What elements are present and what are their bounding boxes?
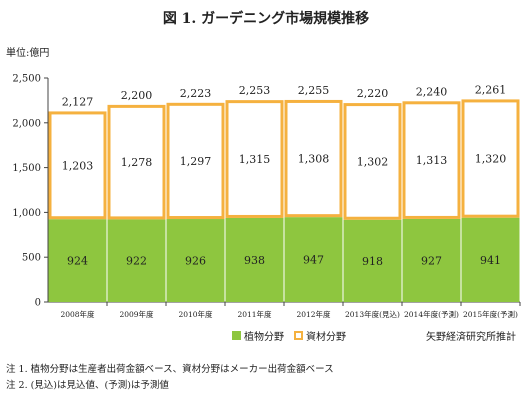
legend-item-materials: 資材分野 — [294, 328, 346, 343]
bar-materials — [107, 104, 166, 220]
value-label-materials: 1,278 — [121, 156, 153, 169]
bar-materials — [225, 100, 284, 218]
x-tick-label: 2010年度 — [178, 309, 213, 319]
bar-plants — [402, 218, 461, 302]
value-label-plants: 941 — [480, 254, 501, 267]
note-2: 注 2. (見込)は見込値、(予測)は予測値 — [6, 380, 169, 391]
y-tick-label: 500 — [22, 253, 41, 264]
bar-plants — [225, 217, 284, 302]
value-label-plants: 947 — [303, 254, 324, 267]
value-label-plants: 926 — [185, 255, 206, 268]
value-label-materials: 1,297 — [180, 155, 212, 168]
x-tick-label: 2012年度 — [296, 309, 331, 319]
unit-label: 単位:億円 — [6, 48, 50, 59]
value-label-total: 2,261 — [475, 83, 507, 96]
legend-swatch-materials — [294, 331, 303, 340]
bar-materials — [461, 99, 520, 218]
x-tick-label: 2013年度(見込) — [345, 309, 400, 319]
note-1: 注 1. 植物分野は生産者出荷金額ベース、資材分野はメーカー出荷金額ベース — [6, 364, 334, 375]
value-label-materials: 1,313 — [416, 154, 448, 167]
value-label-total: 2,255 — [298, 84, 330, 97]
bar-plants — [343, 219, 402, 302]
notes: 注 1. 植物分野は生産者出荷金額ベース、資材分野はメーカー出荷金額ベース 注 … — [6, 362, 334, 394]
value-label-total: 2,127 — [62, 95, 94, 108]
value-label-materials: 1,308 — [298, 153, 330, 166]
value-label-plants: 938 — [244, 254, 265, 267]
value-label-total: 2,220 — [357, 87, 389, 100]
x-tick-label: 2011年度 — [237, 309, 272, 319]
x-tick-label: 2009年度 — [119, 309, 154, 319]
bar-materials — [284, 99, 343, 218]
value-label-materials: 1,315 — [239, 153, 271, 166]
value-label-total: 2,223 — [180, 87, 212, 100]
x-tick-label: 2015年度(予測) — [463, 309, 518, 319]
value-label-materials: 1,203 — [62, 159, 94, 172]
value-label-total: 2,240 — [416, 85, 448, 98]
bar-plants — [107, 219, 166, 302]
value-label-materials: 1,320 — [475, 153, 507, 166]
bar-materials — [48, 111, 107, 220]
source-credit: 矢野経済研究所推計 — [426, 332, 516, 343]
chart-title: 図 1. ガーデニング市場規模推移 — [162, 11, 370, 27]
value-label-plants: 924 — [67, 255, 88, 268]
x-tick-label: 2008年度 — [60, 309, 95, 319]
value-label-total: 2,200 — [121, 89, 153, 102]
bar-plants — [48, 219, 107, 302]
bar-materials — [166, 102, 225, 220]
value-label-total: 2,253 — [239, 84, 271, 97]
x-tick-label: 2014年度(予測) — [404, 309, 459, 319]
y-tick-label: 0 — [35, 298, 41, 309]
value-label-plants: 918 — [362, 255, 383, 268]
y-tick-label: 1,000 — [12, 208, 41, 219]
bar-materials — [343, 103, 402, 220]
y-tick-label: 2,500 — [12, 74, 41, 85]
bar-materials — [402, 101, 461, 219]
legend-label-materials: 資材分野 — [306, 332, 346, 343]
value-label-materials: 1,302 — [357, 155, 389, 168]
legend: 植物分野 資材分野 — [232, 328, 352, 343]
bar-plants — [284, 217, 343, 302]
legend-swatch-plants — [232, 331, 241, 340]
y-tick-label: 1,500 — [12, 163, 41, 174]
bar-plants — [166, 219, 225, 302]
value-label-plants: 922 — [126, 255, 147, 268]
legend-label-plants: 植物分野 — [244, 332, 284, 343]
legend-item-plants: 植物分野 — [232, 328, 284, 343]
value-label-plants: 927 — [421, 254, 442, 267]
y-tick-label: 2,000 — [12, 118, 41, 129]
bar-plants — [461, 217, 520, 302]
